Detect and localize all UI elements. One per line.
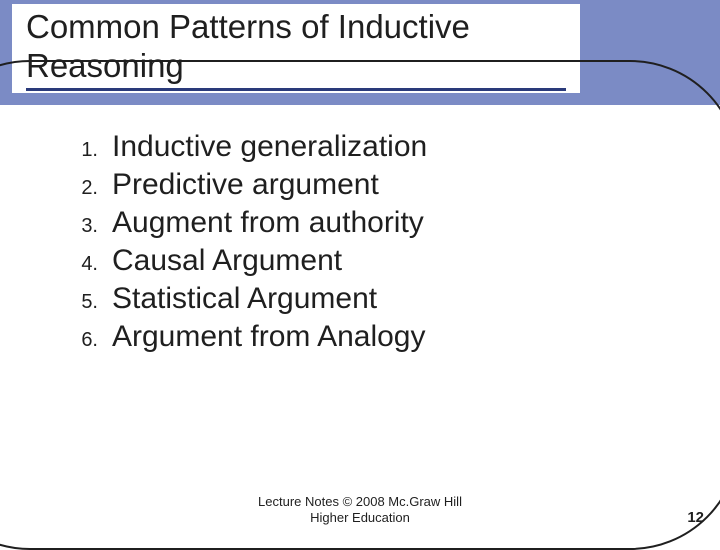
list-text: Augment from authority <box>112 206 424 240</box>
list-number: 2. <box>52 177 112 200</box>
numbered-list: 1. Inductive generalization 2. Predictiv… <box>52 130 612 358</box>
list-text: Inductive generalization <box>112 130 427 164</box>
list-number: 4. <box>52 253 112 276</box>
list-number: 3. <box>52 215 112 238</box>
list-text: Causal Argument <box>112 244 342 278</box>
footer-line-2: Higher Education <box>0 510 720 526</box>
list-item: 3. Augment from authority <box>52 206 612 240</box>
list-text: Predictive argument <box>112 168 379 202</box>
list-item: 2. Predictive argument <box>52 168 612 202</box>
list-text: Argument from Analogy <box>112 320 426 354</box>
list-text: Statistical Argument <box>112 282 377 316</box>
footer-line-1: Lecture Notes © 2008 Mc.Graw Hill <box>0 494 720 510</box>
list-item: 5. Statistical Argument <box>52 282 612 316</box>
list-item: 4. Causal Argument <box>52 244 612 278</box>
list-number: 6. <box>52 329 112 352</box>
list-number: 1. <box>52 139 112 162</box>
footer: Lecture Notes © 2008 Mc.Graw Hill Higher… <box>0 494 720 527</box>
list-item: 6. Argument from Analogy <box>52 320 612 354</box>
title-line-1: Common Patterns of Inductive <box>26 8 566 47</box>
page-number: 12 <box>687 509 704 526</box>
list-number: 5. <box>52 291 112 314</box>
list-item: 1. Inductive generalization <box>52 130 612 164</box>
